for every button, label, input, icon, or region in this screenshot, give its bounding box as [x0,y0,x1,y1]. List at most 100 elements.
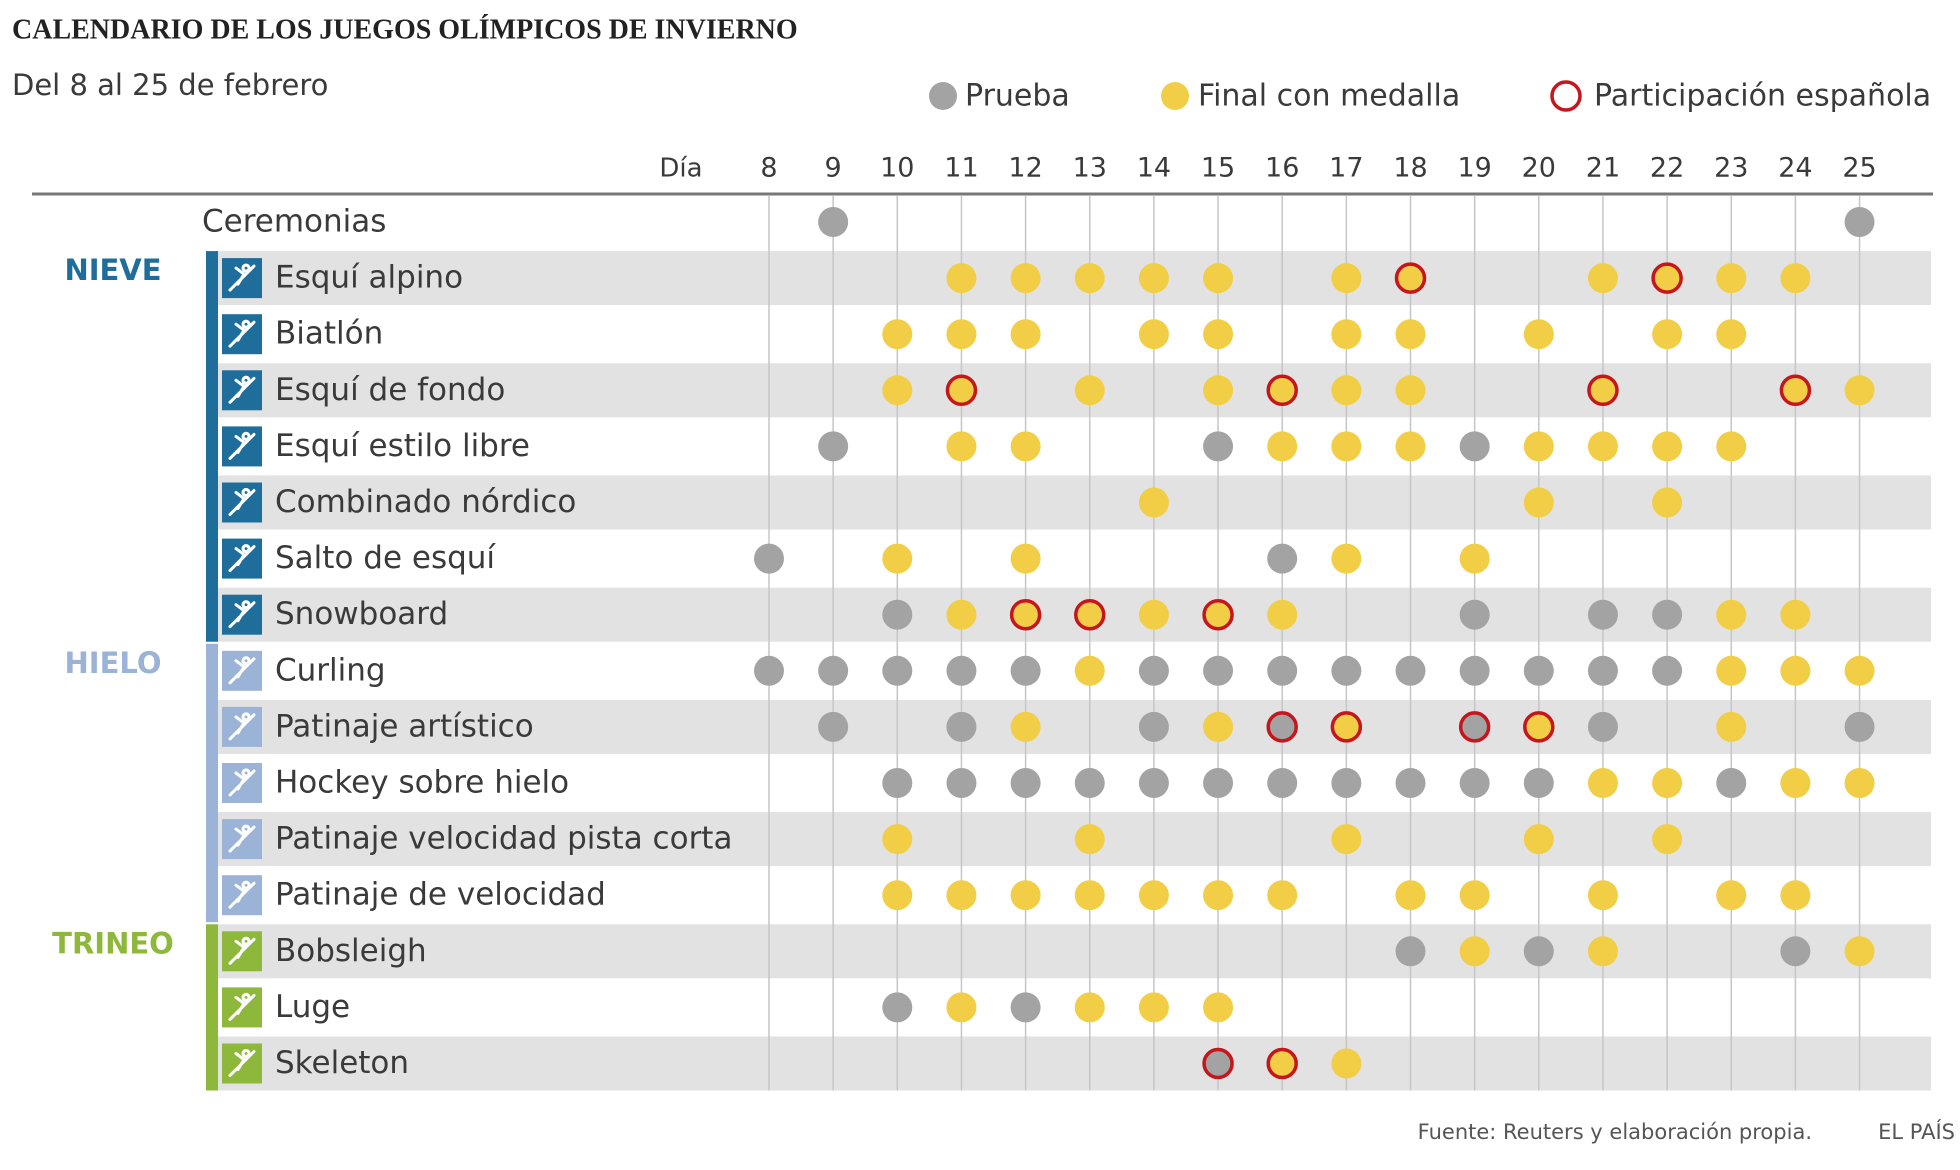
event-dot [946,319,977,350]
row-label: Esquí estilo libre [275,428,530,464]
row-band [206,1036,1931,1091]
event-dot [1138,880,1169,911]
event-dot [882,824,913,855]
event-dot [1587,655,1618,686]
event-dot [1203,263,1234,294]
event-dot [1459,655,1490,686]
event-dot [1523,936,1554,967]
sport-icon-figure [228,712,256,741]
event-dot [1523,431,1554,462]
row-label: Bobsleigh [275,933,427,969]
spanish-ring [1202,1047,1234,1080]
event-dot [1138,487,1169,518]
event-dot [1331,655,1362,686]
group-label: HIELO [65,646,162,680]
event-dot [1010,992,1041,1023]
event-dot [1010,319,1041,350]
spanish-ring [945,374,978,407]
event-dot [1459,768,1490,798]
spanish-ring [1458,711,1491,743]
spanish-ring [1651,262,1683,294]
event-dot [1395,263,1426,294]
spanish-ring [1587,374,1619,407]
row-label: Curling [275,652,386,688]
event-dot [1523,711,1554,742]
event-dot [1010,543,1041,574]
event-dot [1267,711,1298,742]
event-dot [1844,936,1875,967]
event-dot [1138,599,1169,630]
group-label: NIEVE [64,253,161,287]
event-dot [1138,655,1169,686]
event-dot [946,431,977,462]
day-label: 11 [944,153,978,184]
event-dot [1844,655,1875,686]
day-label: 17 [1329,153,1363,184]
event-dot [946,880,977,911]
sport-icon-figure [228,992,256,1021]
sport-icon-figure [228,880,256,909]
sport-icon-figure [228,488,256,516]
row-label: Biatlón [275,316,383,352]
day-label: 10 [880,153,914,184]
event-dot [882,543,913,574]
event-dot [1267,543,1298,574]
event-dot [1203,319,1234,350]
event-dot [882,768,913,798]
event-dot [1331,711,1362,742]
event-dot [1010,711,1041,742]
day-label: 25 [1842,153,1876,184]
event-dot [1331,319,1362,350]
event-dot [1267,1048,1298,1079]
day-label: 13 [1073,153,1107,184]
spanish-ring [1394,262,1427,294]
row-band [206,251,1931,306]
spanish-ring [1266,711,1298,743]
event-dot [1716,655,1747,686]
day-label: 22 [1650,153,1684,184]
event-dot [1331,375,1362,406]
event-dot [946,655,977,686]
event-dot [882,599,913,630]
event-dot [882,880,913,911]
event-dot [1780,880,1811,911]
sport-icon-figure [228,375,256,404]
group-label: TRINEO [52,926,174,960]
event-dot [882,992,913,1023]
event-dot [1652,263,1683,294]
spanish-ring [1009,598,1042,631]
event-dot [1780,599,1811,630]
event-dot [1074,880,1105,911]
event-dot [1203,1048,1234,1079]
legend-swatch [1550,80,1582,112]
event-dot [1203,880,1234,911]
event-dot [1267,599,1298,630]
row-label: Patinaje artístico [275,708,534,744]
event-dot [1267,375,1298,406]
event-dot [1652,487,1683,518]
event-dot [1395,936,1426,967]
event-dot [1716,319,1747,350]
sport-icon-figure [228,431,256,460]
day-label: 24 [1778,153,1812,184]
event-dot [1780,655,1811,686]
event-dot [1010,263,1041,294]
sport-icon-figure [228,600,256,629]
sport-icon-figure [228,319,256,348]
event-dot [1716,880,1747,911]
event-dot [1780,936,1811,967]
event-dot [1331,824,1362,855]
event-dot [818,207,849,237]
event-dot [1523,768,1554,798]
event-dot [1203,599,1234,630]
event-dot [1652,824,1683,855]
sport-icon-figure [228,768,256,797]
day-label: 16 [1265,153,1299,184]
title: CALENDARIO DE LOS JUEGOS OLÍMPICOS DE IN… [12,14,798,45]
event-dot [1587,263,1618,294]
sport-icon-figure [228,936,256,965]
event-dot [946,768,977,798]
event-dot [1074,768,1105,798]
event-dot [1780,375,1811,406]
